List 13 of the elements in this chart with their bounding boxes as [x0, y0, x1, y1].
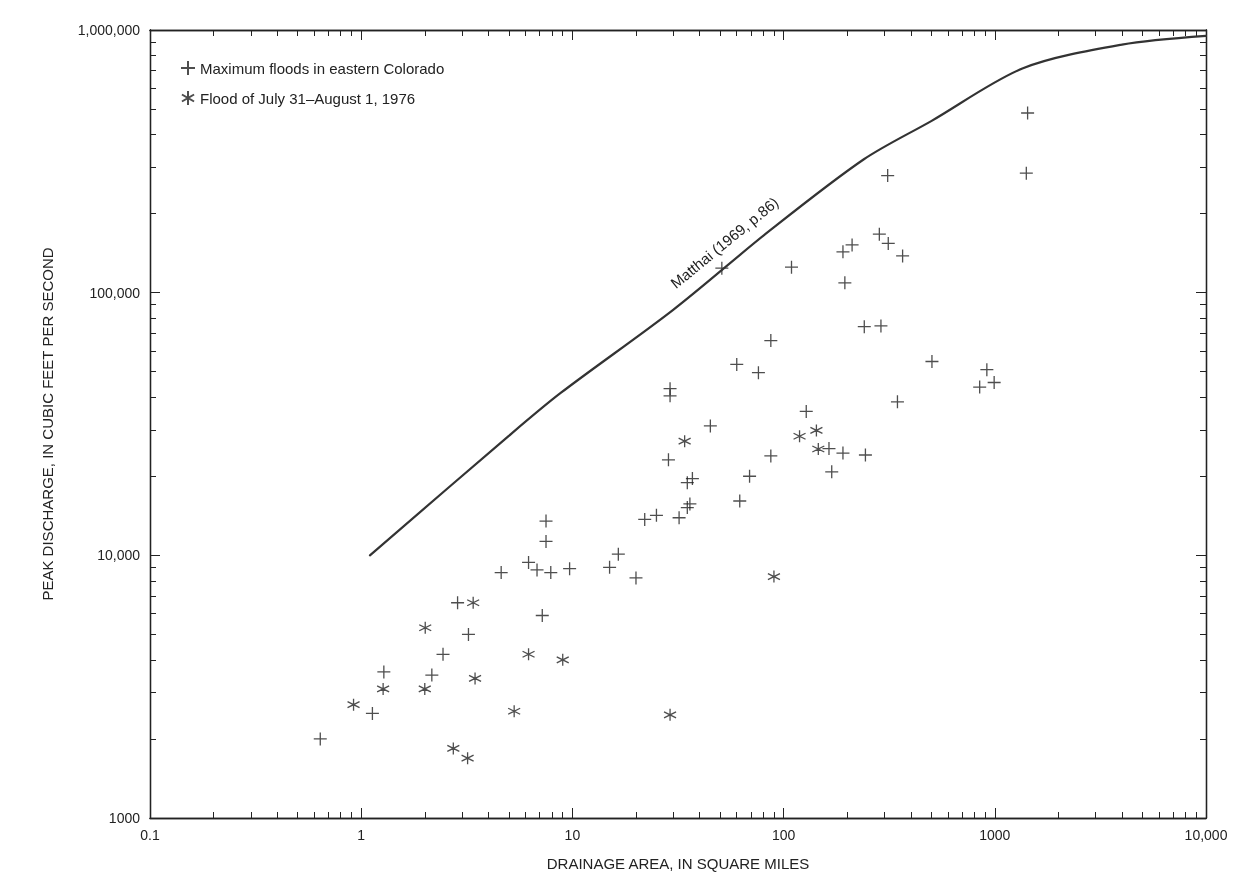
x-tick-label: 100 [771, 827, 796, 843]
y-tick-label: 10,000 [97, 547, 141, 564]
x-tick-label: 10,000 [1184, 827, 1228, 843]
x-tick-label: 0.1 [140, 827, 160, 843]
x-axis-title: DRAINAGE AREA, IN SQUARE MILES [546, 855, 810, 872]
y-tick-label: 100,000 [89, 284, 141, 301]
legend-label: Maximum floods in eastern Colorado [200, 59, 445, 77]
y-tick-label: 1,000,000 [77, 22, 141, 38]
x-tick-label: 1000 [979, 827, 1011, 843]
y-tick-label: 1000 [108, 810, 141, 826]
x-tick-label: 1 [357, 827, 366, 843]
y-axis-title: PEAK DISCHARGE, IN CUBIC FEET PER SECOND [39, 247, 56, 601]
x-tick-label: 10 [564, 827, 581, 843]
